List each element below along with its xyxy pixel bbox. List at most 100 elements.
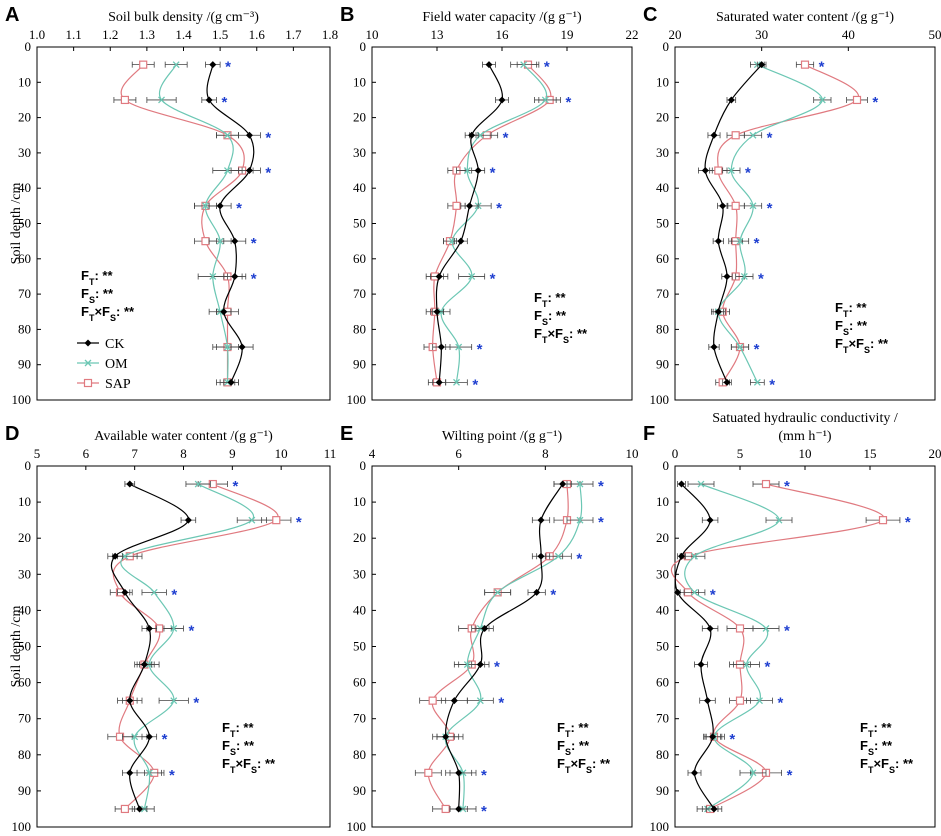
- y-tick-label: 90: [353, 783, 366, 798]
- significance-asterisk: *: [481, 767, 487, 784]
- series-line-om: [120, 483, 255, 810]
- y-tick-label: 90: [18, 357, 31, 372]
- data-point-ck: [709, 733, 717, 741]
- x-tick-label: 11: [324, 446, 337, 461]
- series-line-sap: [717, 64, 860, 383]
- y-tick-label: 60: [656, 675, 669, 690]
- data-point-ck: [678, 552, 685, 560]
- data-point-om: [749, 769, 757, 777]
- data-point-ck: [706, 516, 714, 524]
- x-tick-label: 50: [929, 27, 941, 42]
- data-point-ck: [723, 378, 731, 386]
- y-tick-label: 0: [360, 458, 367, 473]
- data-point-sap: [441, 804, 450, 814]
- x-tick-label: 0: [672, 446, 679, 461]
- data-point-om: [576, 480, 584, 488]
- series-om: [146, 61, 243, 386]
- y-tick-label: 90: [656, 783, 669, 798]
- significance-asterisk: *: [221, 94, 227, 111]
- series-line-ck: [674, 483, 715, 810]
- x-tick-label: 1.6: [249, 27, 266, 42]
- y-tick-label: 50: [353, 216, 366, 231]
- x-axis-title: Soil bulk density /(g cm⁻³): [108, 10, 259, 25]
- data-point-ck: [209, 61, 217, 69]
- data-point-om: [541, 96, 549, 104]
- y-tick-label: 10: [353, 74, 366, 89]
- y-tick-label: 30: [18, 566, 31, 581]
- data-point-om: [818, 96, 826, 104]
- data-point-om: [756, 697, 763, 705]
- data-point-om: [554, 552, 562, 560]
- y-tick-label: 60: [18, 675, 31, 690]
- data-point-om: [170, 697, 178, 705]
- y-tick-label: 70: [353, 286, 366, 301]
- x-tick-label: 1.0: [29, 27, 45, 42]
- y-tick-label: 20: [18, 110, 31, 125]
- significance-asterisk: *: [503, 129, 509, 146]
- data-point-ck: [701, 167, 709, 175]
- panel-letter: E: [340, 423, 353, 445]
- data-point-om: [145, 769, 153, 777]
- y-tick-label: 40: [656, 180, 669, 195]
- y-tick-label: 70: [353, 711, 366, 726]
- data-point-ck: [220, 308, 228, 316]
- panel-f: F Satuated hydraulic conductivity / (mm h⁻…: [643, 411, 941, 834]
- significance-asterisk: *: [598, 514, 604, 531]
- data-point-ck: [227, 378, 235, 386]
- y-tick-label: 30: [18, 145, 31, 160]
- stats-line: FT: **: [860, 720, 892, 739]
- data-point-ck: [442, 733, 450, 741]
- series-om: [711, 61, 832, 386]
- x-tick-label: 22: [626, 27, 639, 42]
- legend-label: OM: [105, 357, 128, 372]
- x-tick-label: 5: [34, 446, 41, 461]
- series-line-ck: [445, 483, 564, 810]
- significance-asterisk: *: [784, 478, 790, 495]
- y-tick-label: 50: [18, 639, 31, 654]
- data-point-om: [691, 552, 698, 560]
- data-point-ck: [121, 588, 129, 596]
- y-tick-label: 60: [353, 675, 366, 690]
- significance-asterisk: *: [905, 514, 911, 531]
- data-point-ck: [455, 805, 463, 813]
- data-point-om: [150, 588, 158, 596]
- data-point-ck: [231, 237, 239, 245]
- series-line-om: [440, 64, 548, 383]
- stats-line: FT: **: [222, 720, 254, 739]
- data-point-sap: [761, 479, 771, 489]
- y-tick-label: 80: [656, 321, 669, 336]
- stats-line: FT: **: [81, 268, 113, 287]
- y-tick-label: 30: [656, 145, 669, 160]
- data-point-ck: [466, 202, 473, 210]
- data-point-om: [576, 516, 584, 524]
- y-tick-label: 30: [656, 566, 669, 581]
- data-point-ck: [140, 661, 148, 669]
- data-point-ck: [498, 96, 506, 104]
- series-ck: [674, 480, 723, 813]
- y-tick-label: 90: [18, 783, 31, 798]
- series-line-om: [158, 64, 234, 383]
- series-line-om: [684, 483, 780, 810]
- series-line-ck: [435, 64, 503, 383]
- stats-line: FS: **: [835, 318, 868, 337]
- data-point-om: [753, 378, 761, 386]
- data-point-ck: [714, 308, 722, 316]
- data-point-om: [463, 661, 471, 669]
- y-tick-label: 50: [353, 639, 366, 654]
- data-point-sap: [735, 696, 745, 705]
- y-tick-label: 0: [360, 39, 367, 54]
- x-tick-label: 19: [561, 27, 574, 42]
- series-sap: [414, 479, 581, 814]
- panel-letter: A: [5, 4, 19, 26]
- significance-asterisk: *: [729, 731, 735, 748]
- significance-asterisk: *: [236, 200, 242, 217]
- data-point-ck: [678, 480, 685, 488]
- y-axis-label: Soil depth /cm: [9, 183, 24, 265]
- data-point-om: [216, 237, 224, 245]
- x-tick-label: 8: [180, 446, 187, 461]
- significance-asterisk: *: [767, 129, 773, 146]
- significance-asterisk: *: [498, 695, 504, 712]
- data-point-sap: [272, 516, 281, 525]
- significance-asterisk: *: [769, 376, 775, 393]
- data-point-ck: [231, 272, 239, 280]
